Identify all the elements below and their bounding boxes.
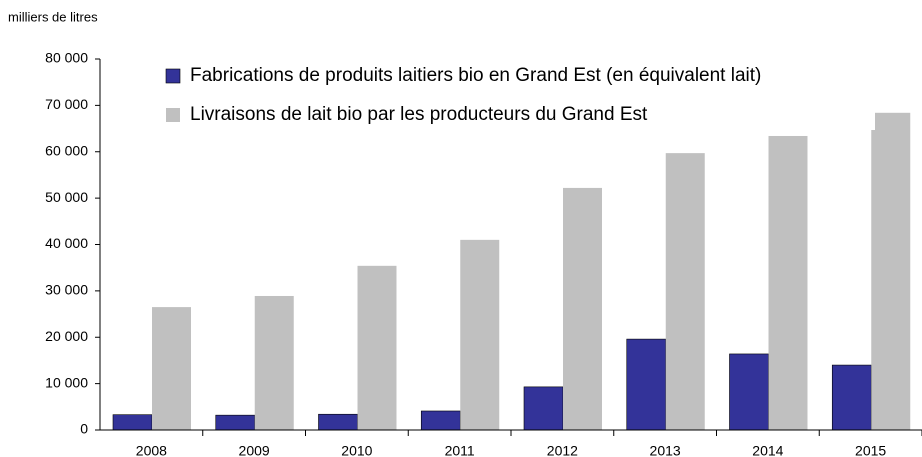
y-tick-label: 40 000: [45, 235, 88, 251]
x-tick-label: 2010: [341, 443, 372, 457]
legend-swatch: [166, 108, 180, 122]
y-tick-label: 30 000: [45, 282, 88, 298]
x-tick-label: 2012: [547, 443, 578, 457]
bar: [626, 338, 667, 431]
y-tick-label: 60 000: [45, 142, 88, 158]
bar: [112, 414, 153, 431]
bar: [871, 112, 911, 431]
y-tick-label: 80 000: [45, 50, 88, 66]
bar: [357, 265, 397, 430]
bar: [665, 153, 705, 431]
bar: [768, 135, 808, 431]
bar: [563, 187, 602, 430]
bar: [254, 295, 294, 430]
y-tick-label: 10 000: [45, 374, 88, 390]
bar: [152, 307, 191, 430]
bar: [215, 414, 256, 431]
bar: [729, 353, 769, 431]
x-tick-label: 2009: [239, 443, 270, 457]
bar: [831, 364, 872, 431]
legend-label: Fabrications de produits laitiers bio en…: [190, 65, 761, 86]
x-tick-label: 2015: [855, 443, 886, 457]
y-tick-label: 70 000: [45, 96, 88, 112]
y-tick-label: 0: [80, 421, 88, 437]
legend-label: Livraisons de lait bio par les producteu…: [190, 104, 648, 125]
legend-box: [155, 60, 875, 130]
bar: [460, 239, 500, 430]
x-tick-label: 2008: [136, 443, 167, 457]
y-tick-label: 50 000: [45, 189, 88, 205]
bar: [318, 413, 358, 431]
y-tick-label: 20 000: [45, 328, 88, 344]
legend-swatch: [165, 68, 181, 84]
bar: [523, 386, 564, 431]
y-axis-label: milliers de litres: [8, 9, 98, 24]
x-tick-label: 2014: [752, 443, 783, 457]
x-tick-label: 2013: [650, 443, 681, 457]
bar: [420, 410, 461, 431]
x-tick-label: 2011: [445, 443, 475, 457]
